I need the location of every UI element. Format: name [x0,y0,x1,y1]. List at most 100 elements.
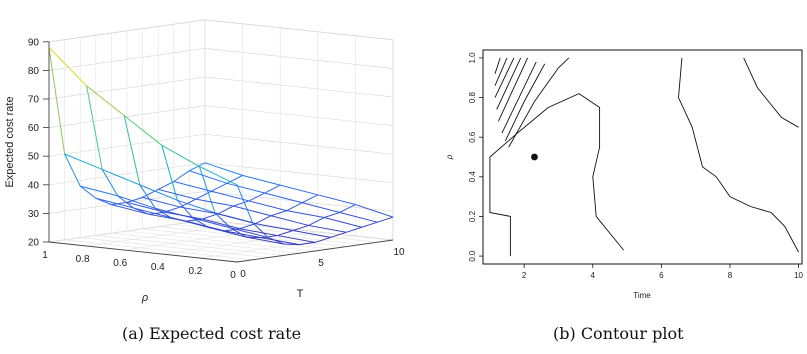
surface-mesh-segment [270,210,287,217]
rho-tick-label: 0.4 [151,262,165,273]
rho-gridline [161,31,319,255]
surface-mesh-segment [233,205,272,217]
surface-mesh-segment [242,174,281,186]
surface-mesh-segment [204,162,243,176]
surface-mesh-segment [86,85,125,116]
contour-x-tick-label: 8 [728,271,733,280]
z-tick-label: 70 [28,95,40,106]
contour-chart: 2 4 6 8 10 0.0 0.2 0.4 0.6 0.8 1.0 Time ρ [445,49,804,300]
contour-line [497,57,529,122]
surface-mesh-segment [79,185,97,199]
surface-mesh-segment [202,218,240,230]
surface-mesh-segment [64,153,81,187]
contour-line [496,57,522,110]
surface-mesh-segment [277,235,316,243]
rho-tick-label: 1 [42,250,48,261]
surface-mesh-segment [230,227,269,239]
optimum-point [531,153,538,161]
contour-x-tick-label: 2 [522,271,527,280]
surface-mesh-segment [161,144,200,167]
z-gridline [48,191,394,214]
rho-tick-label: 0.6 [113,258,127,269]
contour-lines [489,57,799,257]
contour-y-tick-label: 0.6 [468,131,477,143]
surface-mesh-segment [173,181,212,192]
surface-mesh-segment [339,211,378,223]
contour-line [508,57,570,148]
surface-mesh-segment [102,168,140,186]
surface-mesh-segment [339,204,356,213]
surface-mesh-segment [224,230,262,239]
surface-mesh-segment [236,184,254,223]
surface-mesh-segment [277,230,294,237]
surface-mesh-segment [361,221,378,228]
caption-expected-cost-rate: (a) Expected cost rate [122,324,302,343]
surface-mesh-segment [286,202,303,212]
contour-optimum-marker [531,153,538,161]
back-wall-right [204,19,394,241]
surface-mesh-segment [330,231,347,238]
surface-mesh-segment [126,196,143,203]
surface-mesh-segment [292,224,309,231]
rho-tick-label: 0 [230,270,236,281]
surface-mesh-segment [239,228,278,237]
surface-mesh-segment [252,222,269,238]
surface-t-axis-label: T [297,288,304,300]
surface-mesh [48,47,394,246]
surface-mesh-segment [355,204,394,218]
surface-mesh-segment [48,47,87,87]
z-gridline [48,76,394,100]
surface-rho-axis-label: ρ [141,292,148,304]
surface-mesh-segment [308,224,347,233]
rho-axis-line [48,241,238,263]
surface-mesh-segment [202,213,218,220]
surface-mesh-segment [299,241,316,246]
surface-mesh-segment [142,196,181,208]
rho-gridline [86,23,243,247]
surface-mesh-segment [308,217,325,226]
rho-gridline [236,39,394,263]
contour-line [494,57,501,74]
surface-mesh-segment [157,181,175,190]
contour-line [743,57,799,128]
t-tick-label: 10 [393,247,405,258]
surface-mesh-segment [180,206,218,215]
t-axis-line [236,239,394,263]
caption-contour-plot: (b) Contour plot [553,324,684,343]
surface-z-axis-label: Expected cost rate [4,96,16,187]
surface-mesh-segment [226,182,265,194]
contour-x-tick-label: 4 [591,271,596,280]
surface-mesh-segment [64,153,103,170]
surface-mesh-segment [377,216,394,223]
surface-mesh-segment [261,237,300,246]
contour-line [504,63,546,142]
surface-mesh-segment [324,217,362,228]
surface-mesh-segment [211,182,228,192]
surface-mesh-segment [302,202,340,213]
contour-axis-ticks: 2 4 6 8 10 0.0 0.2 0.4 0.6 0.8 1.0 [468,52,804,280]
contour-line [494,57,515,98]
surface-mesh-segment [211,190,250,202]
contour-y-tick-label: 0.0 [468,250,477,262]
surface-mesh-segment [142,188,159,198]
surface-mesh-segment [226,174,243,184]
contour-y-tick-label: 0.8 [468,91,477,103]
surface-mesh-segment [199,166,238,186]
surface-mesh-segment [95,197,134,209]
surface-chart: 20 30 40 50 60 70 80 90 1 0.8 0.6 0.4 0.2 0 0 5 10 Expec… [4,19,405,304]
z-tick-label: 20 [28,238,40,249]
z-tick-label: 50 [28,152,40,163]
rho-tick-label: 0.2 [188,266,202,277]
surface-mesh-segment [230,227,247,238]
z-tick-label: 80 [28,66,40,77]
surface-mesh-segment [324,211,340,218]
surface-mesh-segment [133,207,172,219]
surface-mesh-segment [292,230,331,238]
t-tick-label: 0 [240,269,246,280]
surface-mesh-segment [139,184,156,209]
rho-tick-label: 0.8 [76,254,90,265]
surface-mesh-segment [186,220,225,232]
surface-mesh-segment [280,184,318,196]
surface-mesh-segment [111,201,128,206]
